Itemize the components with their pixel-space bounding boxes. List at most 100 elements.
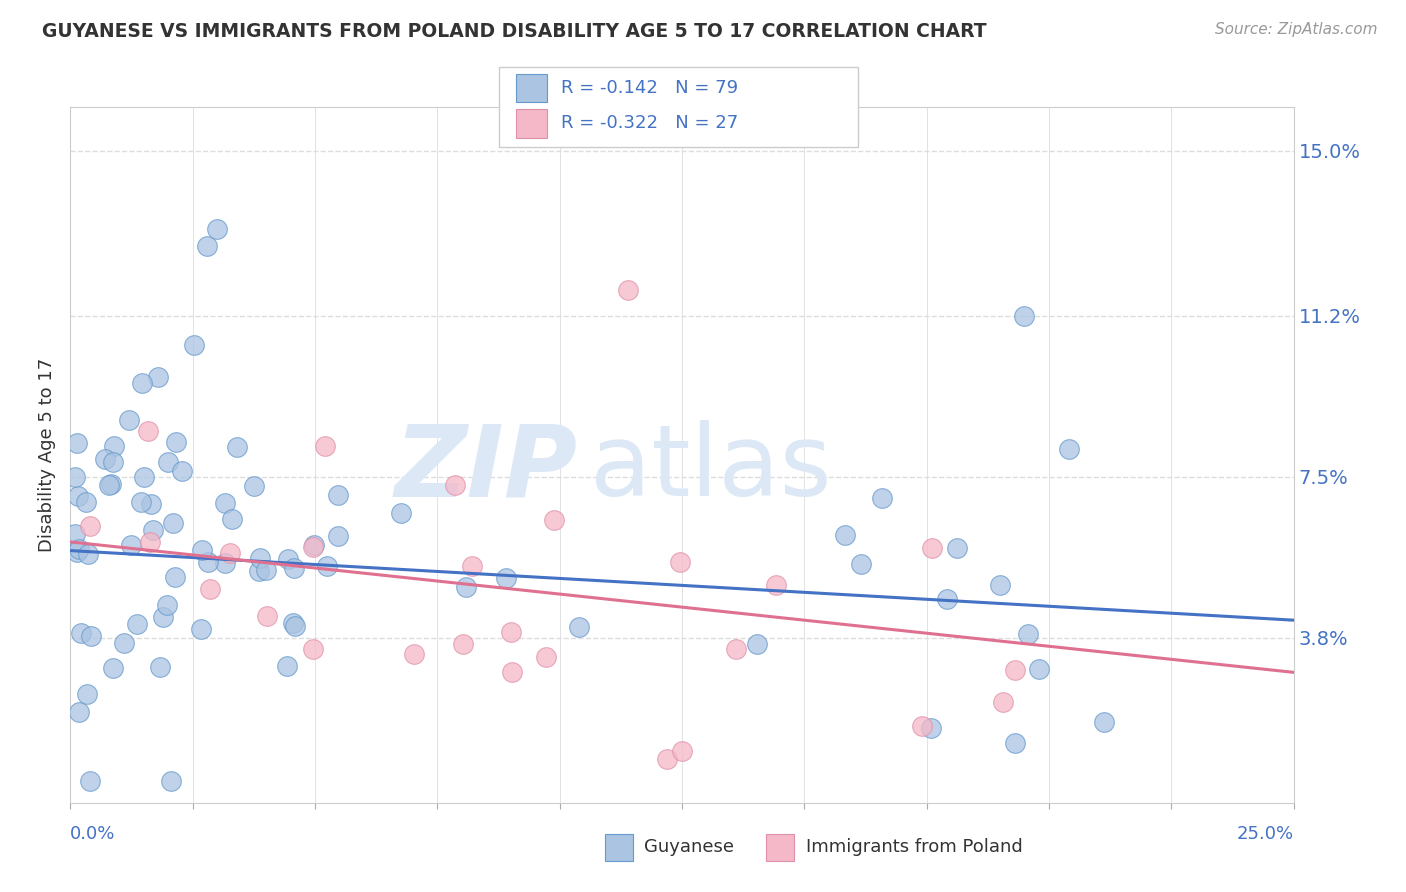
Point — [725, 642, 748, 657]
Text: 25.0%: 25.0% — [1236, 825, 1294, 843]
Point — [101, 455, 124, 469]
Point — [103, 439, 125, 453]
Point — [157, 455, 180, 469]
Point — [935, 591, 957, 606]
Point — [499, 625, 522, 640]
Point — [911, 719, 934, 733]
Point — [118, 413, 141, 427]
Point — [276, 658, 298, 673]
Point — [69, 625, 91, 640]
Point — [98, 478, 121, 492]
Point — [162, 516, 184, 530]
Point — [243, 479, 266, 493]
Point — [214, 556, 236, 570]
Point — [314, 439, 336, 453]
Point — [461, 559, 484, 574]
Point — [389, 506, 412, 520]
Point — [851, 557, 873, 571]
Point — [945, 541, 967, 556]
Point — [543, 513, 565, 527]
Point — [129, 495, 152, 509]
Point — [66, 436, 89, 450]
Point — [132, 469, 155, 483]
Point — [495, 571, 517, 585]
Point — [745, 637, 768, 651]
Point — [302, 541, 325, 555]
Point — [568, 620, 591, 634]
Point — [1004, 736, 1026, 750]
Point — [214, 496, 236, 510]
Point — [75, 494, 97, 508]
Text: Source: ZipAtlas.com: Source: ZipAtlas.com — [1215, 22, 1378, 37]
Point — [254, 563, 277, 577]
Text: 0.0%: 0.0% — [70, 825, 115, 843]
Point — [67, 705, 90, 719]
Point — [80, 629, 103, 643]
Point — [156, 599, 179, 613]
Point — [304, 538, 326, 552]
Point — [921, 541, 943, 556]
Point — [326, 529, 349, 543]
Point — [991, 695, 1014, 709]
Point — [872, 491, 894, 506]
Point — [219, 546, 242, 560]
Point — [834, 527, 856, 541]
Point — [63, 527, 86, 541]
Point — [277, 551, 299, 566]
Point — [114, 636, 136, 650]
Point — [451, 637, 474, 651]
Text: Immigrants from Poland: Immigrants from Poland — [806, 838, 1022, 856]
Point — [93, 452, 115, 467]
Point — [198, 582, 221, 596]
Point — [326, 488, 349, 502]
Point — [152, 610, 174, 624]
Point — [456, 580, 478, 594]
Text: R = -0.142   N = 79: R = -0.142 N = 79 — [561, 79, 738, 97]
Point — [100, 476, 122, 491]
Text: R = -0.322   N = 27: R = -0.322 N = 27 — [561, 114, 738, 132]
Point — [988, 578, 1011, 592]
Point — [920, 722, 942, 736]
Point — [77, 548, 100, 562]
Point — [657, 752, 679, 766]
Point — [205, 221, 228, 235]
Point — [404, 647, 426, 661]
Point — [149, 660, 172, 674]
Point — [301, 642, 323, 657]
Point — [136, 424, 159, 438]
Text: Guyanese: Guyanese — [644, 838, 734, 856]
Point — [131, 376, 153, 391]
Point — [671, 744, 693, 758]
Point — [79, 774, 101, 789]
Point — [139, 497, 162, 511]
Point — [165, 570, 187, 584]
Point — [195, 239, 218, 253]
Point — [283, 560, 305, 574]
Point — [221, 512, 243, 526]
Point — [191, 542, 214, 557]
Point — [101, 661, 124, 675]
Point — [170, 464, 193, 478]
Point — [256, 609, 278, 624]
Point — [1057, 442, 1080, 456]
Point — [183, 338, 205, 352]
Point — [190, 622, 212, 636]
Point — [1014, 309, 1036, 323]
Point — [765, 578, 787, 592]
Point — [79, 519, 101, 533]
Point — [63, 470, 86, 484]
Point — [1092, 714, 1115, 729]
Point — [142, 523, 165, 537]
Point — [1017, 627, 1039, 641]
Point — [225, 440, 247, 454]
Point — [76, 687, 98, 701]
Point — [197, 555, 219, 569]
Point — [281, 615, 304, 630]
Point — [160, 774, 183, 789]
Point — [283, 619, 305, 633]
Point — [316, 558, 339, 573]
Point — [536, 650, 558, 665]
Point — [444, 477, 467, 491]
Point — [120, 538, 142, 552]
Point — [249, 565, 271, 579]
